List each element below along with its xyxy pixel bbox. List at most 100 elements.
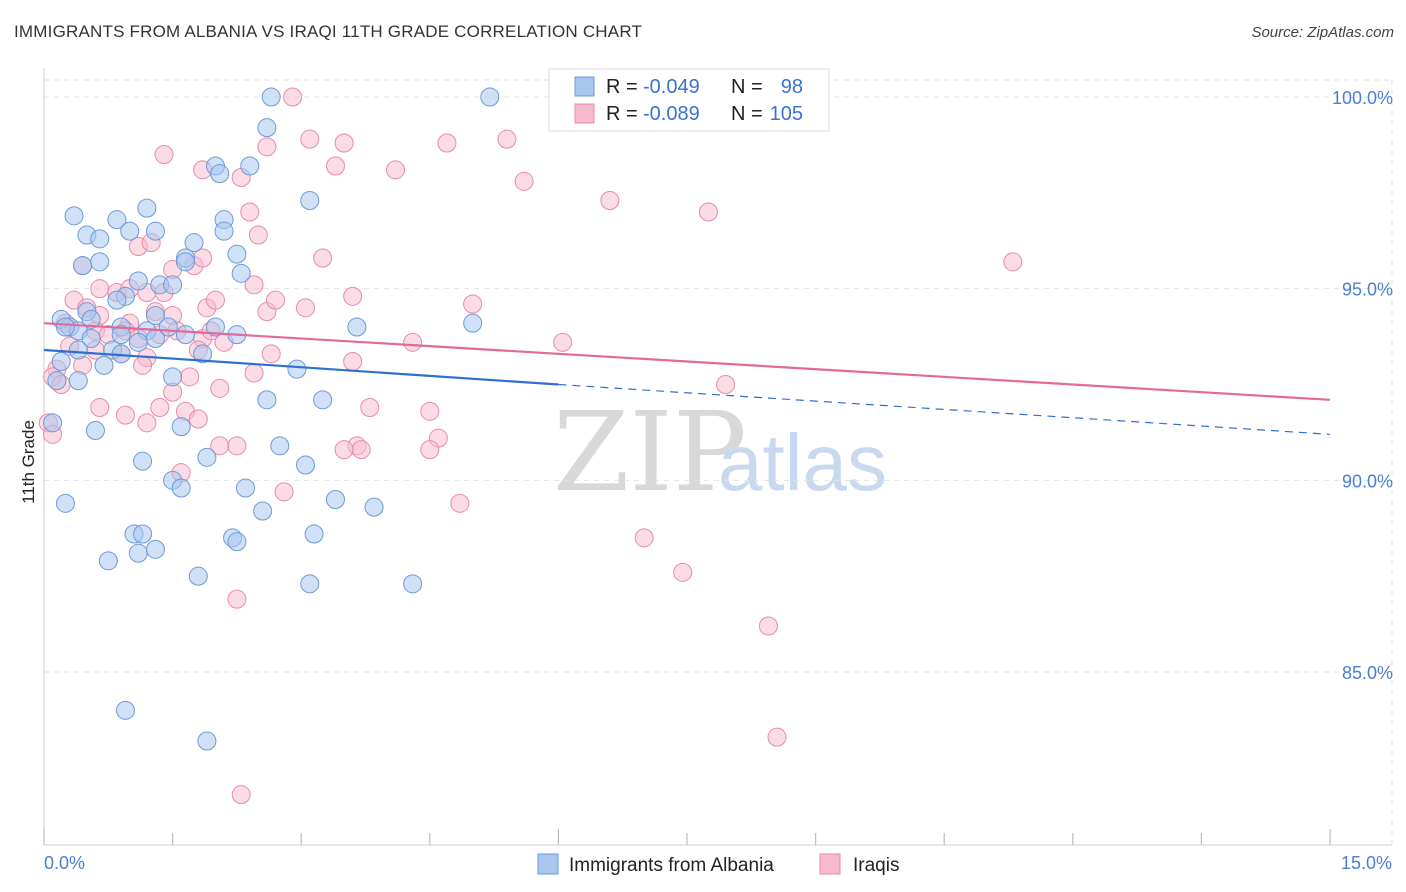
albania-point: [90, 229, 110, 249]
albania-points: [43, 87, 500, 751]
albania-point: [43, 413, 63, 433]
legend-r-value-albania: -0.049: [643, 76, 700, 98]
iraqi-point: [300, 129, 320, 149]
albania-point: [175, 325, 195, 345]
legend-n-value-albania: 98: [781, 76, 803, 98]
iraqi-point: [231, 785, 251, 805]
legend-r-value-iraqi: -0.089: [643, 103, 700, 125]
y-tick-labels: 85.0% 90.0% 95.0% 100.0%: [1332, 88, 1393, 683]
albania-point: [111, 325, 131, 345]
iraqi-point: [463, 294, 483, 314]
albania-point: [364, 497, 384, 517]
albania-point: [137, 198, 157, 218]
albania-point: [120, 221, 140, 241]
albania-point: [85, 421, 105, 440]
albania-point: [184, 233, 204, 253]
legend-n-label-iraqi: N =: [731, 103, 763, 125]
albania-point: [313, 390, 333, 410]
albania-point: [68, 340, 88, 360]
albania-point: [128, 543, 148, 563]
iraqi-point: [767, 727, 787, 747]
iraqi-point: [137, 413, 157, 433]
watermark-zip: ZIP: [553, 388, 747, 516]
legend-n-value-iraqi: 105: [770, 103, 803, 125]
iraqi-point: [634, 528, 654, 548]
albania-point: [145, 221, 165, 241]
bottom-legend-swatch-albania: [537, 853, 559, 875]
albania-point: [253, 501, 273, 521]
iraqi-point: [698, 202, 718, 222]
albania-point: [55, 317, 75, 337]
albania-point: [133, 451, 153, 471]
albania-point: [287, 359, 307, 379]
iraqi-point: [758, 616, 778, 636]
albania-point: [94, 355, 114, 375]
iraqi-point: [313, 248, 333, 268]
albania-point: [210, 164, 230, 184]
albania-point: [98, 551, 118, 571]
albania-point: [145, 539, 165, 559]
iraqi-point: [257, 137, 277, 157]
albania-point: [240, 156, 260, 176]
correlation-legend: R = -0.049 N = 98 R = -0.089 N = 105: [548, 68, 830, 132]
iraqi-point: [295, 298, 315, 318]
iraqi-point: [90, 279, 110, 299]
legend-r-label-albania: R =: [606, 76, 638, 98]
albania-point: [163, 367, 183, 387]
y-axis-label: 11th Grade: [19, 420, 38, 504]
iraqi-point: [283, 87, 303, 107]
albania-point: [235, 478, 255, 498]
albania-point: [270, 436, 290, 456]
iraqi-point: [115, 405, 135, 425]
albania-point: [193, 344, 213, 364]
albania-point: [128, 332, 148, 352]
iraqi-point: [244, 275, 264, 295]
iraqi-point: [180, 367, 200, 387]
iraqi-point: [403, 332, 423, 352]
iraqi-point: [360, 398, 380, 417]
albania-point: [145, 306, 165, 325]
iraqi-point: [716, 375, 736, 394]
albania-point: [171, 417, 191, 437]
iraqi-point: [248, 225, 268, 245]
iraqi-point: [386, 160, 406, 180]
albania-point: [64, 206, 84, 226]
legend-r-label-iraqi: R =: [606, 103, 638, 125]
albania-point: [227, 244, 247, 264]
albania-point: [145, 329, 165, 348]
iraqi-point: [600, 191, 620, 210]
iraqi-point: [210, 378, 230, 398]
iraqi-point: [420, 401, 440, 421]
iraqi-point: [227, 589, 247, 609]
bottom-legend-swatch-iraqi: [819, 853, 841, 875]
albania-point: [175, 252, 195, 272]
albania-point: [304, 524, 324, 544]
iraqi-point: [154, 145, 174, 164]
y-tick-label: 95.0%: [1342, 280, 1393, 300]
iraqi-point: [325, 156, 345, 176]
iraqi-point: [133, 355, 153, 375]
legend-swatch-albania: [574, 76, 595, 97]
albania-point: [325, 490, 345, 509]
albania-trend-line: [43, 348, 559, 386]
iraqi-point: [90, 398, 110, 417]
albania-point: [90, 252, 110, 272]
albania-point: [128, 271, 148, 291]
albania-point: [300, 574, 320, 594]
chart-title: IMMIGRANTS FROM ALBANIA VS IRAQI 11TH GR…: [14, 22, 643, 41]
albania-point: [257, 118, 277, 138]
albania-point: [51, 352, 71, 371]
iraqi-point: [227, 436, 247, 456]
albania-point: [300, 191, 320, 210]
iraqi-point: [343, 352, 363, 371]
iraqi-point: [514, 171, 534, 191]
bottom-legend-label-albania: Immigrants from Albania: [569, 855, 774, 876]
y-tick-label: 85.0%: [1342, 663, 1393, 683]
albania-point: [188, 566, 208, 586]
albania-point: [205, 317, 225, 337]
iraqi-point: [343, 286, 363, 306]
x-tick-label-min: 0.0%: [44, 853, 85, 873]
albania-point: [197, 731, 217, 751]
iraqi-point: [240, 202, 260, 222]
